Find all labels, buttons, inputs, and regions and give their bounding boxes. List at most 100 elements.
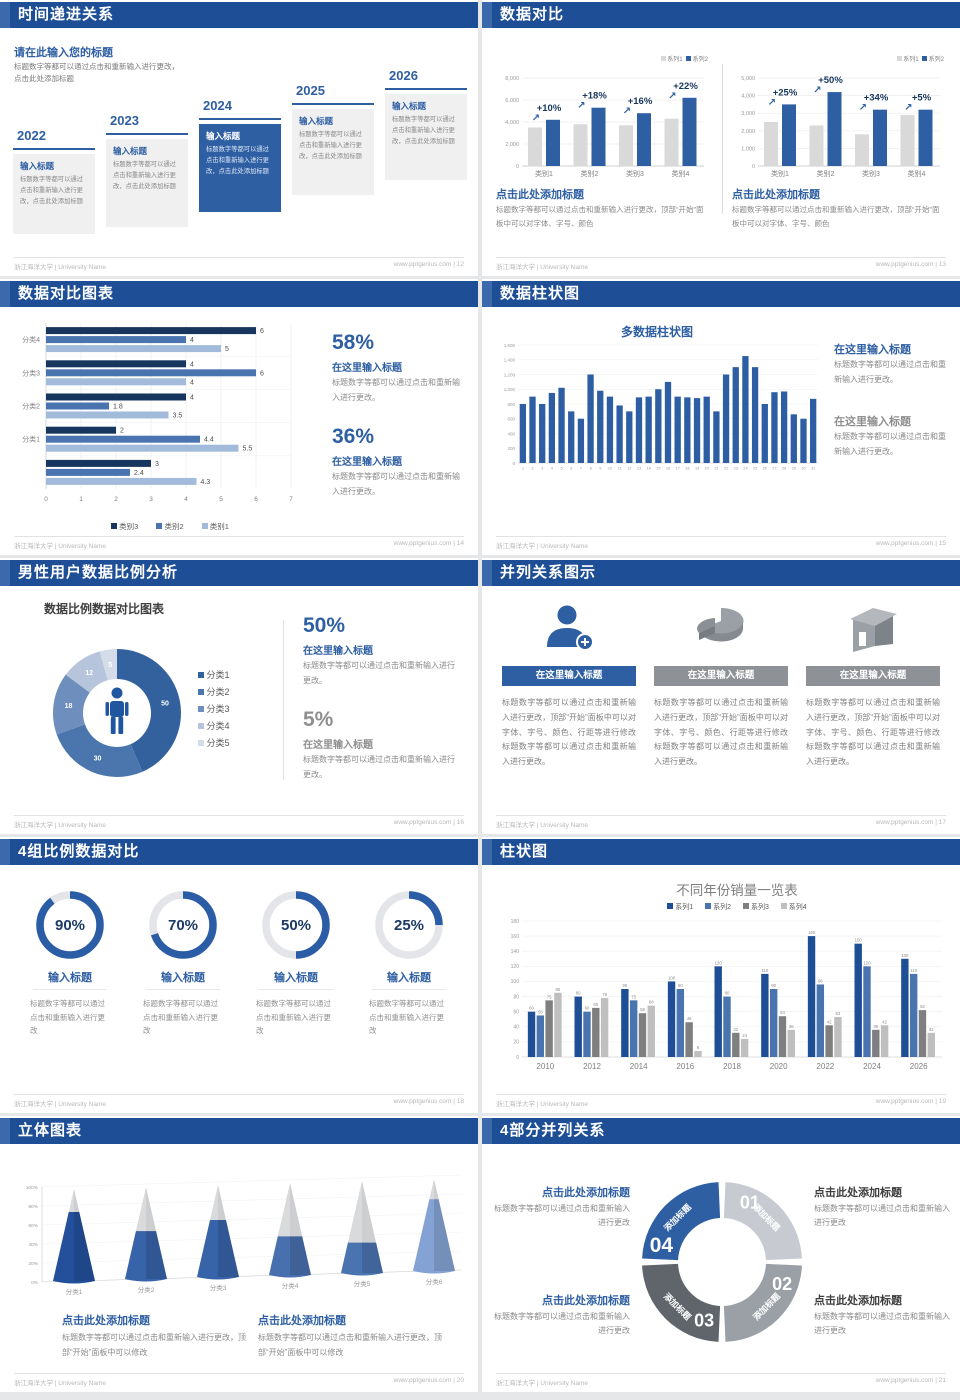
svg-text:2014: 2014: [630, 1062, 648, 1071]
slide-year-bar-chart[interactable]: 柱状图 不同年份销量一览表 系列1 系列2 系列3 系列4 0 20 40 60 80 10…: [482, 837, 960, 1113]
svg-text:3: 3: [541, 467, 543, 471]
svg-text:分类2: 分类2: [22, 402, 40, 411]
footer-right: www.pptgenius.com | 17: [875, 819, 946, 826]
slide-column-chart-31[interactable]: 数据柱状图 多数据柱状图 0 200 400 600 800 1,000 1,200 1,400…: [482, 279, 960, 555]
svg-text:11: 11: [618, 467, 622, 471]
stat-body: 标题数字等都可以通过点击和重新输入进行更改。: [303, 661, 455, 686]
slide-header-bar: 数据柱状图: [482, 281, 960, 307]
timeline-year: 2024: [203, 98, 232, 113]
svg-text:160: 160: [808, 930, 816, 935]
stat-title: 在这里输入标题: [332, 363, 402, 374]
slide-rings-4[interactable]: 4组比例数据对比 90% 输入标题 标题数字等都可以通过点击和重新输入进行更改 70%…: [0, 837, 478, 1113]
stat-body: 标题数字等都可以通过点击和重新输入进行更改。: [332, 472, 460, 497]
svg-text:+25%: +25%: [773, 87, 798, 98]
svg-text:0: 0: [44, 496, 48, 503]
timeline-card-title: 输入标题: [20, 161, 55, 171]
timeline-divider: [385, 88, 467, 90]
svg-text:36: 36: [789, 1024, 794, 1029]
svg-text:类别3: 类别3: [626, 169, 644, 178]
svg-text:30: 30: [801, 467, 805, 471]
svg-text:+34%: +34%: [864, 93, 889, 104]
svg-text:2: 2: [114, 496, 118, 503]
svg-text:分类4: 分类4: [22, 335, 40, 344]
svg-text:分类4: 分类4: [282, 1281, 299, 1290]
svg-text:1,000: 1,000: [741, 146, 755, 152]
caption-title: 点击此处添加标题: [814, 1295, 902, 1307]
svg-text:31: 31: [811, 467, 815, 471]
slide-footer: 浙江海洋大学 | University Name www.pptgenius.co…: [14, 536, 464, 550]
ring-title: 输入标题: [274, 972, 318, 984]
header-accent: [482, 1118, 492, 1144]
donut-canvas: 数据比例数据对比图表 50 30 18 12 5 分类1 分类2 分类3 分类4 分类5 5…: [0, 586, 478, 812]
svg-text:180: 180: [511, 919, 520, 925]
svg-text:85: 85: [556, 987, 561, 992]
footer-right: www.pptgenius.com | 20: [393, 1377, 464, 1384]
svg-text:1,000: 1,000: [504, 387, 516, 392]
svg-text:0: 0: [516, 164, 519, 170]
slide-footer: 浙江海洋大学 | University Name www.pptgenius.co…: [496, 1373, 946, 1387]
svg-text:80: 80: [725, 991, 730, 996]
slide-timeline[interactable]: 时间递进关系 请在此输入您的标题 标题数字等都可以通过点击和重新输入进行更改，点击…: [0, 0, 478, 276]
progress-ring: 90%: [36, 891, 104, 959]
svg-text:100: 100: [668, 975, 676, 980]
caption-body: 标题数字等都可以通过点击和重新输入进行更改，顶部“开始”面板中可以对字体、字号、…: [732, 205, 940, 228]
stat-body: 标题数字等都可以通过点击和重新输入进行更改。: [834, 432, 946, 456]
caption-title: 点击此处添加标题: [814, 1187, 902, 1199]
donut-chart: 50 30 18 12 5: [53, 649, 181, 777]
svg-text:200: 200: [507, 446, 515, 451]
slide-data-compare[interactable]: 数据对比 系列1 系列2 0 2,000 4,000 6,000 8,000 +10% ↗ 类别…: [482, 0, 960, 276]
timeline-divider: [106, 133, 188, 135]
svg-text:4,000: 4,000: [741, 94, 755, 100]
svg-text:60%: 60%: [28, 1223, 38, 1229]
intro-body: 标题数字等都可以通过点击和重新输入进行更改，点击此处添加标题: [14, 62, 179, 83]
timeline-canvas: 请在此输入您的标题 标题数字等都可以通过点击和重新输入进行更改，点击此处添加标题 2…: [0, 28, 478, 254]
svg-text:12: 12: [85, 670, 93, 677]
svg-text:+5%: +5%: [912, 93, 932, 104]
svg-text:5: 5: [561, 467, 563, 471]
footer-left: 浙江海洋大学 | University Name: [14, 264, 106, 271]
male-person-icon: [105, 687, 129, 734]
slide-cone-chart[interactable]: 立体图表 0% 20% 40% 60% 80% 100% 分类1 分类2 分类3 分类4 分类5 分类…: [0, 1116, 478, 1392]
slide-title: 4部分并列关系: [500, 1122, 606, 1139]
building-icon: [850, 608, 897, 652]
ring-title: 输入标题: [48, 972, 92, 984]
svg-text:2: 2: [120, 428, 124, 435]
svg-text:5.5: 5.5: [243, 446, 253, 453]
slide-hbar-chart[interactable]: 数据对比图表 0 1 2 3 4 5 6 7 分类4 6 4 5 分类3 4 6 4 分类2 4 1.8 3.5 分类1…: [0, 279, 478, 555]
caption-body: 标题数字等都可以通过点击和重新输入进行更改，顶部“开始”面板中可以对字体、字号、…: [496, 205, 704, 228]
svg-text:4,000: 4,000: [505, 120, 519, 126]
slide-parallel-3[interactable]: 并列关系图示 在这里输入标题 标题数字等都可以通过点击和重新输入进行更改，顶部“开…: [482, 558, 960, 834]
svg-text:2020: 2020: [770, 1062, 788, 1071]
svg-text:22: 22: [724, 467, 728, 471]
svg-text:70%: 70%: [168, 917, 198, 934]
timeline-card-title: 输入标题: [113, 146, 148, 156]
svg-text:6: 6: [260, 328, 264, 335]
compare-canvas: 系列1 系列2 0 2,000 4,000 6,000 8,000 +10% ↗ 类别1 +18%…: [482, 28, 960, 254]
legend-item: 分类3: [198, 702, 268, 715]
slide-circle-4[interactable]: 4部分并列关系 添加标题 01 添加标题 02 添加标题 03 添加标题 04 点击此处添加标题…: [482, 1116, 960, 1392]
header-accent: [482, 281, 492, 307]
header-accent: [0, 1118, 10, 1144]
chart-legend: 系列1 系列2: [606, 54, 708, 63]
svg-text:40%: 40%: [28, 1242, 38, 1248]
svg-text:4: 4: [190, 379, 194, 386]
up-arrow-icon: ↗: [768, 97, 776, 108]
caption-body: 标题数字等都可以通过点击和重新输入进行更改: [494, 1204, 630, 1228]
slide-header-bar: 男性用户数据比例分析: [0, 560, 478, 586]
chart-legend: 系列1 系列2: [842, 54, 944, 63]
caption-body: 标题数字等都可以通过点击和重新输入进行更改，顶部“开始”面板中可以修改: [62, 1333, 246, 1358]
stat-percent: 58%: [332, 331, 375, 354]
footer-left: 浙江海洋大学 | University Name: [14, 1101, 106, 1108]
horizontal-bar-chart: 0 1 2 3 4 5 6 7 分类4 6 4 5 分类3 4 6 4 分类2 4 1.8 3.5 分类1 2 4.4 5.5…: [22, 323, 293, 503]
timeline-year: 2026: [389, 68, 418, 83]
up-arrow-icon: ↗: [859, 103, 867, 114]
footer-left: 浙江海洋大学 | University Name: [496, 1101, 588, 1108]
slide-donut-analysis[interactable]: 男性用户数据比例分析 数据比例数据对比图表 50 30 18 12 5 分类1 分类2 分…: [0, 558, 478, 834]
svg-text:7: 7: [580, 467, 582, 471]
caption-body: 标题数字等都可以通过点击和重新输入进行更改: [814, 1204, 950, 1228]
timeline-card-body: 标题数字等都可以通过点击和重新输入进行更改，点击此处添加标题: [299, 131, 362, 161]
cone-chart: 0% 20% 40% 60% 80% 100% 分类1 分类2 分类3 分类4 分类5 分类6: [26, 1174, 463, 1296]
svg-text:96: 96: [818, 978, 823, 983]
svg-text:90: 90: [771, 983, 776, 988]
svg-text:60: 60: [513, 1009, 519, 1015]
